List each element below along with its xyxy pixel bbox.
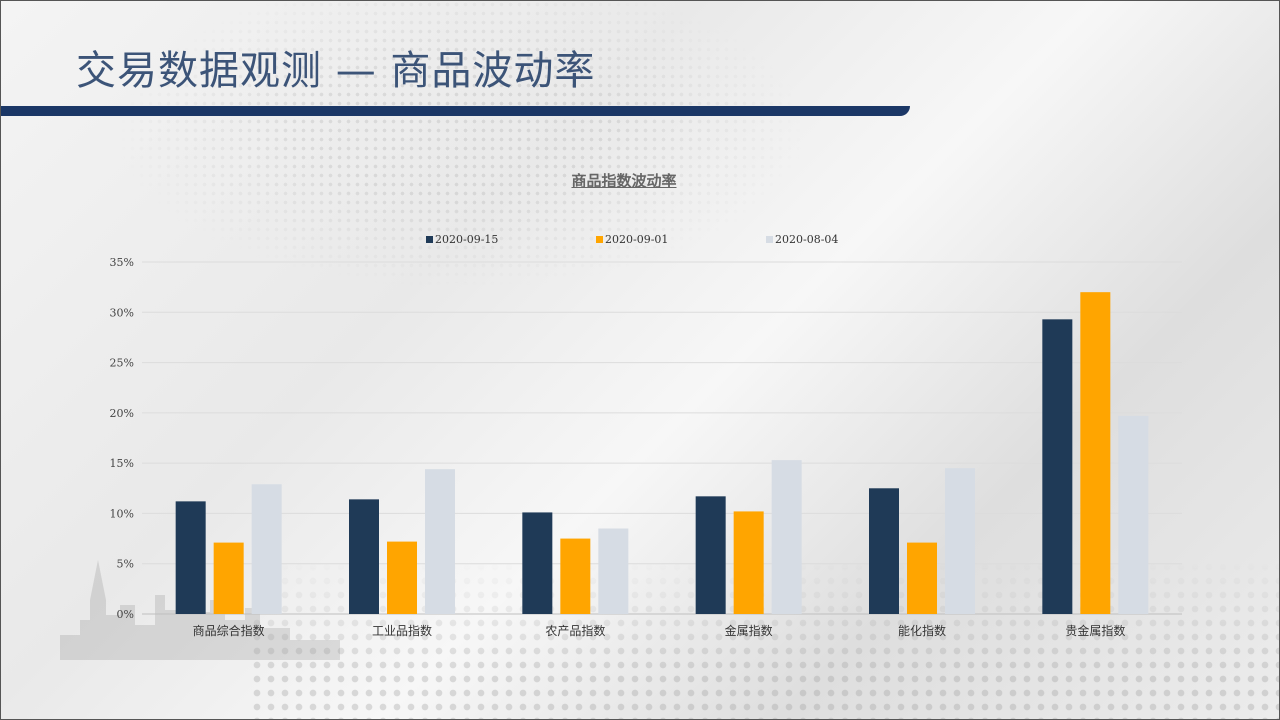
legend-label: 2020-09-01 <box>605 233 668 246</box>
x-tick-label: 商品综合指数 <box>193 623 265 638</box>
y-tick-label: 0% <box>117 608 134 621</box>
bar <box>251 484 282 614</box>
bar <box>1080 292 1111 614</box>
bar <box>175 501 206 614</box>
bar <box>869 488 899 614</box>
y-tick-label: 20% <box>110 407 134 420</box>
bar <box>907 542 937 614</box>
chart-title: 商品指数波动率 <box>571 172 677 190</box>
world-map-background <box>110 0 810 290</box>
city-skyline-background <box>60 560 340 660</box>
bar <box>945 468 975 614</box>
y-tick-label: 5% <box>117 558 134 571</box>
title-underline-bar <box>0 106 910 116</box>
page-title: 交易数据观测 — 商品波动率 <box>76 48 596 94</box>
y-tick-label: 35% <box>110 256 134 269</box>
bar <box>349 499 379 614</box>
legend-swatch <box>596 236 603 243</box>
bar <box>598 528 629 614</box>
legend-swatch <box>426 236 433 243</box>
bar <box>771 460 802 614</box>
y-tick-label: 10% <box>110 507 134 520</box>
x-tick-label: 能化指数 <box>898 623 946 638</box>
bar <box>695 496 726 614</box>
bar <box>522 512 553 614</box>
y-tick-label: 25% <box>110 357 134 370</box>
legend-label: 2020-09-15 <box>435 233 498 246</box>
x-tick-label: 金属指数 <box>725 623 773 638</box>
x-tick-label: 农产品指数 <box>545 623 605 638</box>
legend-label: 2020-08-04 <box>775 233 838 246</box>
y-tick-label: 30% <box>110 306 134 319</box>
bar <box>1118 415 1149 614</box>
legend-swatch <box>766 236 773 243</box>
bar <box>213 542 244 614</box>
bar <box>1042 319 1073 614</box>
y-tick-label: 15% <box>110 457 134 470</box>
bar <box>387 541 417 614</box>
bar <box>733 511 764 614</box>
x-tick-label: 工业品指数 <box>372 623 432 638</box>
bar <box>425 469 455 614</box>
x-tick-label: 贵金属指数 <box>1065 623 1125 638</box>
bar <box>560 538 591 614</box>
